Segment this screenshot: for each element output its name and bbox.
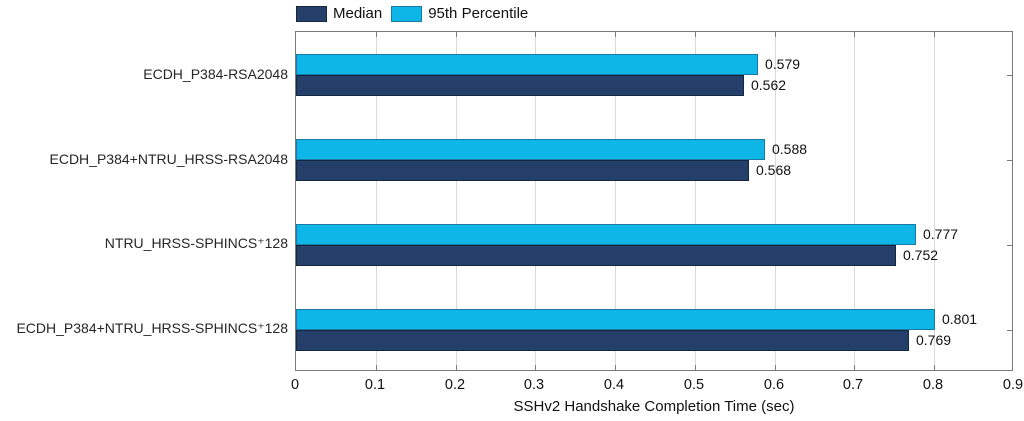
bar-95th-percentile	[296, 224, 916, 245]
x-axis-label: SSHv2 Handshake Completion Time (sec)	[513, 398, 795, 415]
chart-legend: Median 95th Percentile	[296, 5, 528, 22]
category-label: ECDH_P384-RSA2048	[143, 65, 288, 82]
bar-value-label: 0.777	[923, 225, 959, 242]
x-tick-top	[934, 32, 935, 37]
y-tick-right	[1007, 245, 1012, 246]
y-tick-right	[1007, 75, 1012, 76]
category-label: ECDH_P384+NTRU_HRSS-SPHINCS⁺128	[16, 320, 288, 336]
gridline	[934, 32, 935, 370]
gridline	[775, 32, 776, 370]
x-tick-label: 0.9	[1002, 377, 1024, 393]
x-tick-label: 0.1	[364, 377, 386, 393]
gridline	[456, 32, 457, 370]
x-tick-top	[775, 32, 776, 37]
x-tick-label: 0.3	[523, 377, 545, 393]
gridline	[535, 32, 536, 370]
bar-value-label: 0.562	[751, 76, 787, 93]
x-tick-bottom	[615, 365, 616, 370]
x-tick-bottom	[456, 365, 457, 370]
bar-95th-percentile	[296, 54, 758, 75]
x-tick-bottom	[854, 365, 855, 370]
bar-95th-percentile	[296, 139, 765, 160]
x-tick-bottom	[376, 365, 377, 370]
x-tick-top	[456, 32, 457, 37]
legend-swatch-95th-percentile	[391, 5, 423, 22]
y-tick-right	[1007, 330, 1012, 331]
x-tick-bottom	[535, 365, 536, 370]
gridline	[376, 32, 377, 370]
x-tick-label: 0.2	[444, 377, 466, 393]
legend-label: Median	[333, 5, 383, 22]
plot-area	[295, 31, 1013, 371]
x-tick-top	[854, 32, 855, 37]
x-tick-label: 0.5	[683, 377, 705, 393]
legend-item: 95th Percentile	[391, 5, 528, 22]
bar-value-label: 0.568	[756, 161, 792, 178]
category-label: ECDH_P384+NTRU_HRSS-RSA2048	[49, 150, 289, 167]
x-tick-top	[615, 32, 616, 37]
x-tick-top	[376, 32, 377, 37]
x-tick-bottom	[934, 365, 935, 370]
bar-median	[296, 160, 749, 181]
x-tick-label: 0.8	[922, 377, 944, 393]
bar-value-label: 0.752	[903, 246, 939, 263]
bar-value-label: 0.801	[942, 310, 978, 327]
y-tick-right	[1007, 160, 1012, 161]
x-tick-label: 0	[290, 377, 300, 393]
gridline	[854, 32, 855, 370]
x-tick-label: 0.7	[842, 377, 864, 393]
x-tick-top	[695, 32, 696, 37]
x-tick-label: 0.6	[763, 377, 785, 393]
bar-value-label: 0.769	[916, 331, 952, 348]
bar-value-label: 0.579	[765, 55, 801, 72]
x-tick-bottom	[775, 365, 776, 370]
bar-median	[296, 75, 744, 96]
x-tick-bottom	[695, 365, 696, 370]
gridline	[695, 32, 696, 370]
legend-swatch-median	[296, 5, 327, 22]
bar-value-label: 0.588	[772, 140, 808, 157]
bar-median	[296, 330, 909, 351]
legend-label: 95th Percentile	[428, 5, 529, 22]
bar-median	[296, 245, 896, 266]
bar-95th-percentile	[296, 309, 935, 330]
gridline	[615, 32, 616, 370]
category-label: NTRU_HRSS-SPHINCS⁺128	[104, 235, 288, 251]
legend-item: Median	[296, 5, 382, 22]
x-tick-top	[535, 32, 536, 37]
x-tick-label: 0.4	[603, 377, 625, 393]
